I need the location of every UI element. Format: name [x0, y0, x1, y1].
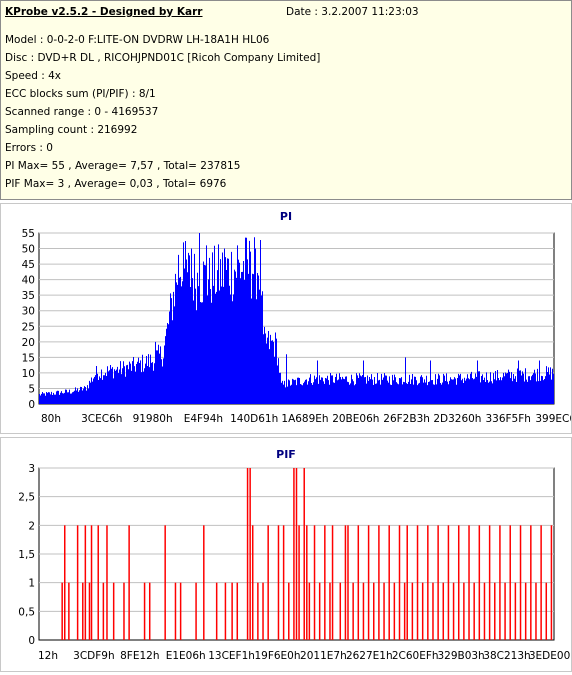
pif-x-tick-label: 19F6E0h [254, 650, 300, 662]
pif-y-tick-label: 2,5 [18, 492, 35, 504]
pi-x-tick-label: 140D61h [230, 413, 278, 425]
info-disc: Disc : DVD+R DL , RICOHJPND01C [Ricoh Co… [5, 52, 321, 64]
pi-series [39, 233, 554, 404]
pi-x-tick-label: E4F94h [184, 413, 223, 425]
pif-x-tick-label: 12h [38, 650, 58, 662]
pi-y-tick-label: 45 [22, 259, 35, 271]
pi-x-tick-label: 26F2B3h [383, 413, 430, 425]
pi-y-tick-label: 20 [22, 337, 35, 349]
info-model: Model : 0-0-2-0 F:LITE-ON DVDRW LH-18A1H… [5, 34, 270, 46]
pi-y-tick-label: 30 [22, 306, 35, 318]
pi-y-tick-label: 50 [22, 244, 35, 256]
info-scanned-range: Scanned range : 0 - 4169537 [5, 106, 159, 118]
pi-y-tick-label: 40 [22, 275, 35, 287]
pi-y-tick-label: 35 [22, 290, 35, 302]
pi-x-tick-label: 399EC6h [535, 413, 571, 425]
pif-chart-title: PIF [276, 448, 296, 461]
pi-y-tick-label: 15 [22, 352, 35, 364]
pif-x-tick-label: 329B03h [437, 650, 484, 662]
pi-x-tick-label: 3CEC6h [81, 413, 122, 425]
info-pi-summary: PI Max= 55 , Average= 7,57 , Total= 2378… [5, 160, 241, 172]
pi-x-tick-label: 91980h [133, 413, 173, 425]
pi-chart-panel: PI 0 5 10 15 20 25 30 35 40 45 50 55 80h 3CEC6h 91980h… [0, 203, 572, 434]
pif-y-tick-label: 3 [28, 463, 35, 475]
pi-chart-title: PI [279, 210, 293, 223]
pi-y-tick-label: 55 [22, 228, 35, 240]
pif-x-tick-label: 3EDE00h [529, 650, 571, 662]
pif-y-tick-label: 0,5 [18, 606, 35, 618]
pif-x-tick-label: 3CDF9h [73, 650, 114, 662]
pif-chart: 0 0,5 1 1,5 2 2,5 3 12h 3CDF9h 8FE12h E1E06h 13CEF1… [18, 463, 572, 662]
info-sampling-count: Sampling count : 216992 [5, 124, 138, 136]
pif-y-tick-label: 1,5 [18, 549, 35, 561]
pi-y-tick-label: 0 [28, 399, 35, 411]
pi-y-tick-label: 25 [22, 321, 35, 333]
scan-date: Date : 3.2.2007 11:23:03 [286, 6, 419, 18]
info-speed: Speed : 4x [5, 70, 62, 82]
pif-chart-panel: PIF 0 0,5 1 1,5 2 2,5 3 12h 3CDF9h 8FE12h E1E06h 13… [0, 437, 572, 672]
pi-chart: 0 5 10 15 20 25 30 35 40 45 50 55 80h 3CEC6h 91980h E4F… [22, 228, 572, 425]
pif-series [61, 468, 553, 640]
info-pif-summary: PIF Max= 3 , Average= 0,03 , Total= 6976 [5, 178, 227, 190]
pi-y-tick-label: 5 [28, 383, 35, 395]
pi-y-tick-label: 10 [22, 368, 35, 380]
pif-y-tick-label: 0 [28, 635, 35, 647]
pi-x-tick-label: 20BE06h [332, 413, 379, 425]
pif-x-tick-label: E1E06h [166, 650, 206, 662]
pif-x-tick-label: 13CEF1h [208, 650, 255, 662]
pif-x-tick-label: 2011E7h [300, 650, 347, 662]
pif-y-tick-label: 1 [28, 578, 35, 590]
info-errors: Errors : 0 [5, 142, 53, 154]
pif-x-tick-label: 2C60EFh [392, 650, 439, 662]
pif-x-tick-label: 8FE12h [120, 650, 159, 662]
pif-x-tick-label: 38C213h [483, 650, 530, 662]
info-ecc-blocks: ECC blocks sum (PI/PIF) : 8/1 [5, 88, 156, 100]
app-title: KProbe v2.5.2 - Designed by Karr [5, 6, 203, 18]
pif-x-tick-label: 2627E1h [346, 650, 393, 662]
pif-y-tick-label: 2 [28, 520, 35, 532]
pi-x-tick-label: 1A689Eh [281, 413, 328, 425]
pi-x-tick-label: 2D3260h [433, 413, 481, 425]
info-panel: KProbe v2.5.2 - Designed by Karr Date : … [0, 0, 572, 200]
pi-x-tick-label: 336F5Fh [485, 413, 530, 425]
pi-x-tick-label: 80h [41, 413, 61, 425]
